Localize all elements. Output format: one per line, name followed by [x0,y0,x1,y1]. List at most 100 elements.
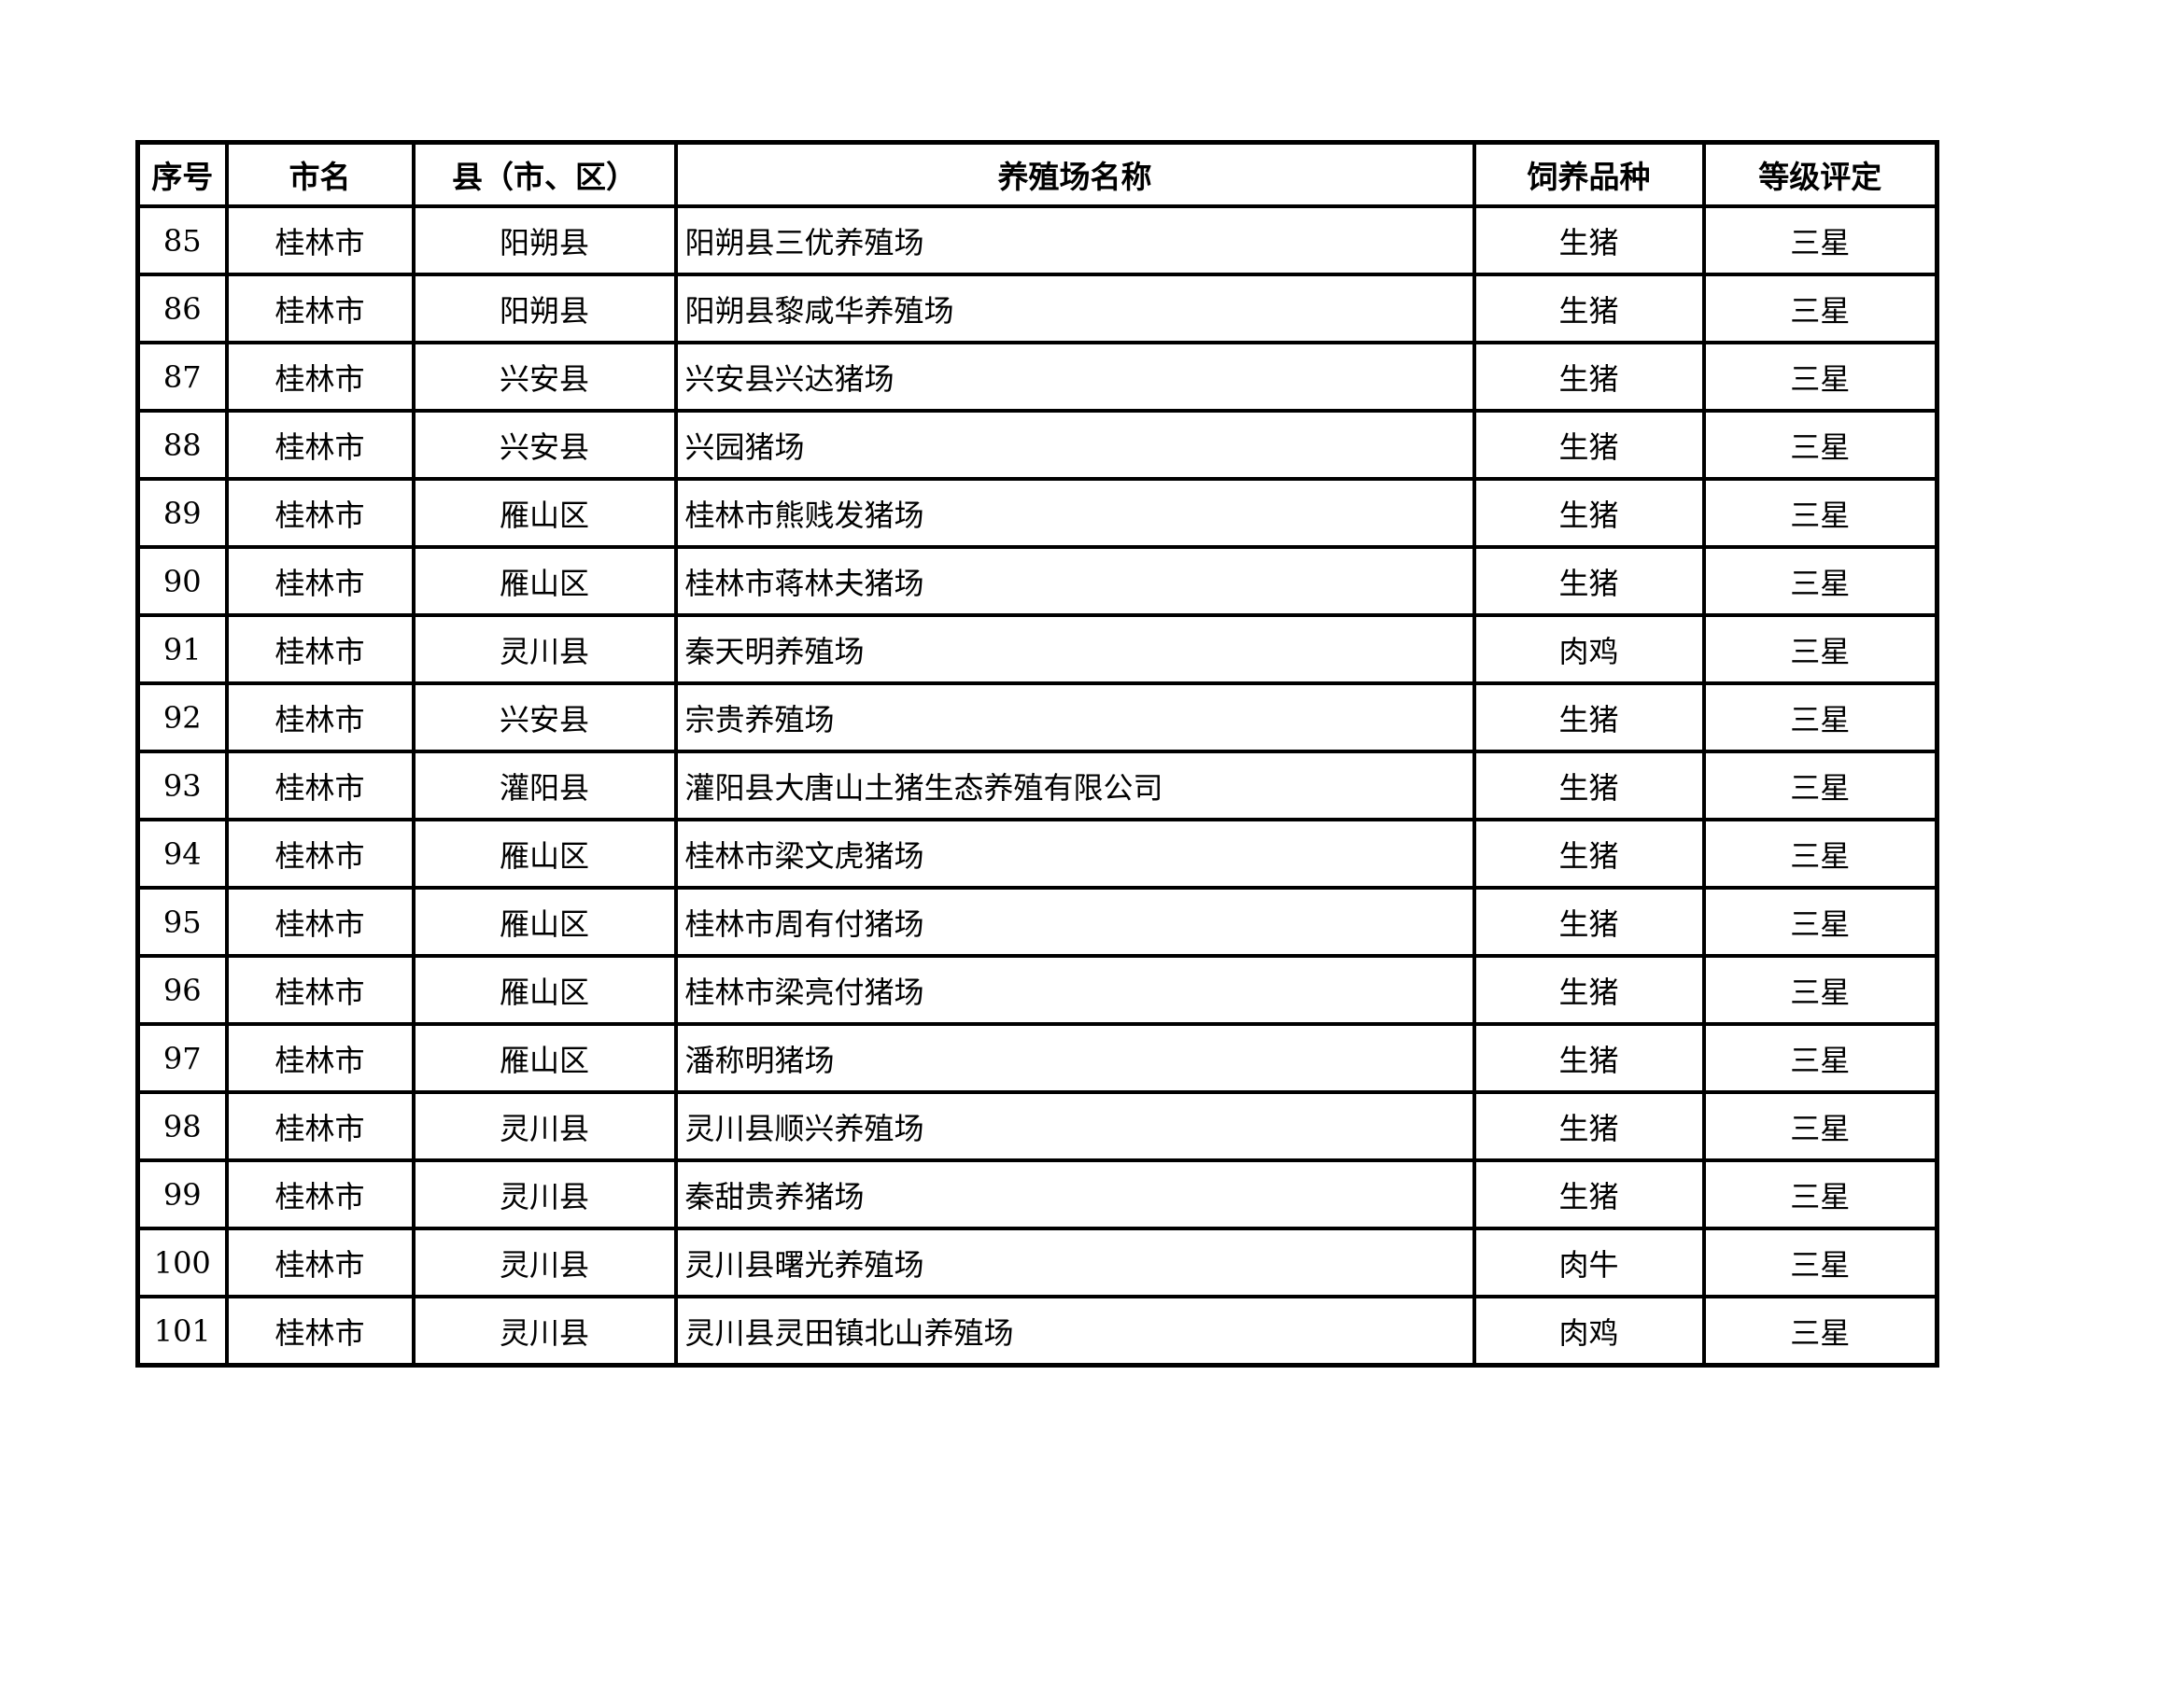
table-cell: 100 [135,1227,229,1298]
table-cell: 生猪 [1472,681,1706,753]
table-cell: 生猪 [1472,477,1706,549]
table-cell: 三星 [1701,1022,1939,1094]
table-cell: 兴安县 [411,681,678,753]
table-cell: 阳朔县 [411,273,678,344]
table-row: 87 桂林市 兴安县 兴安县兴达猪场 生猪 三星 [135,341,1939,413]
table-cell: 肉牛 [1472,1227,1706,1298]
table-cell: 99 [135,1158,229,1230]
table-cell: 三星 [1701,1295,1939,1368]
table-cell: 灵川县 [411,613,678,685]
table-cell: 桂林市 [224,1022,416,1094]
table-cell: 桂林市 [224,204,416,276]
table-cell: 93 [135,750,229,821]
table-row: 96 桂林市 雁山区 桂林市梁亮付猪场 生猪 三星 [135,954,1939,1026]
table-cell: 95 [135,886,229,958]
table-cell: 灵川县顺兴养殖场 [673,1090,1476,1162]
table-cell: 雁山区 [411,954,678,1026]
table-row: 98 桂林市 灵川县 灵川县顺兴养殖场 生猪 三星 [135,1090,1939,1162]
table-cell: 三星 [1701,341,1939,413]
table-cell: 桂林市 [224,545,416,617]
table-cell: 三星 [1701,886,1939,958]
table-cell: 三星 [1701,1227,1939,1298]
table-cell: 三星 [1701,681,1939,753]
table-cell: 肉鸡 [1472,1295,1706,1368]
table-cell: 91 [135,613,229,685]
table-cell: 肉鸡 [1472,613,1706,685]
table-cell: 生猪 [1472,750,1706,821]
table-cell: 桂林市 [224,341,416,413]
table-cell: 生猪 [1472,204,1706,276]
table-cell: 灵川县灵田镇北山养殖场 [673,1295,1476,1368]
table-cell: 生猪 [1472,1158,1706,1230]
table-cell: 宗贵养殖场 [673,681,1476,753]
table-row: 89 桂林市 雁山区 桂林市熊贱发猪场 生猪 三星 [135,477,1939,549]
table-cell: 灌阳县大唐山土猪生态养殖有限公司 [673,750,1476,821]
table-cell: 阳朔县黎咸华养殖场 [673,273,1476,344]
table-cell: 87 [135,341,229,413]
table-cell: 三星 [1701,545,1939,617]
column-header-county: 县（市、区） [411,140,678,208]
table-row: 88 桂林市 兴安县 兴园猪场 生猪 三星 [135,409,1939,481]
table-cell: 三星 [1701,954,1939,1026]
table-cell: 阳朔县三优养殖场 [673,204,1476,276]
table-cell: 灵川县 [411,1090,678,1162]
table-cell: 三星 [1701,1158,1939,1230]
table-cell: 生猪 [1472,341,1706,413]
table-cell: 阳朔县 [411,204,678,276]
table-cell: 桂林市梁文虎猪场 [673,818,1476,890]
table-cell: 生猪 [1472,1022,1706,1094]
column-header-serial: 序号 [135,140,229,208]
table-cell: 三星 [1701,409,1939,481]
table-cell: 桂林市 [224,1158,416,1230]
table-cell: 98 [135,1090,229,1162]
table-row: 99 桂林市 灵川县 秦甜贵养猪场 生猪 三星 [135,1158,1939,1230]
table-cell: 90 [135,545,229,617]
table-row: 93 桂林市 灌阳县 灌阳县大唐山土猪生态养殖有限公司 生猪 三星 [135,750,1939,821]
table-cell: 秦天明养殖场 [673,613,1476,685]
table-cell: 兴安县 [411,341,678,413]
table-cell: 三星 [1701,1090,1939,1162]
table-cell: 秦甜贵养猪场 [673,1158,1476,1230]
table-cell: 灌阳县 [411,750,678,821]
table-cell: 雁山区 [411,477,678,549]
table-cell: 桂林市 [224,681,416,753]
table-cell: 89 [135,477,229,549]
table-cell: 桂林市 [224,750,416,821]
table-row: 97 桂林市 雁山区 潘称明猪场 生猪 三星 [135,1022,1939,1094]
table-row: 90 桂林市 雁山区 桂林市蒋林夫猪场 生猪 三星 [135,545,1939,617]
table-cell: 灵川县 [411,1158,678,1230]
table-cell: 桂林市梁亮付猪场 [673,954,1476,1026]
table-cell: 生猪 [1472,818,1706,890]
table-row: 92 桂林市 兴安县 宗贵养殖场 生猪 三星 [135,681,1939,753]
table-cell: 86 [135,273,229,344]
table-cell: 生猪 [1472,954,1706,1026]
table-cell: 94 [135,818,229,890]
table-cell: 桂林市 [224,477,416,549]
table-row: 91 桂林市 灵川县 秦天明养殖场 肉鸡 三星 [135,613,1939,685]
table-cell: 生猪 [1472,545,1706,617]
table-cell: 96 [135,954,229,1026]
table-cell: 桂林市周有付猪场 [673,886,1476,958]
table-cell: 桂林市 [224,409,416,481]
table-cell: 桂林市蒋林夫猪场 [673,545,1476,617]
table-cell: 101 [135,1295,229,1368]
table-cell: 生猪 [1472,886,1706,958]
table-cell: 雁山区 [411,818,678,890]
column-header-farm: 养殖场名称 [673,140,1476,208]
table-cell: 雁山区 [411,1022,678,1094]
table-row: 95 桂林市 雁山区 桂林市周有付猪场 生猪 三星 [135,886,1939,958]
table-cell: 生猪 [1472,1090,1706,1162]
table-cell: 三星 [1701,477,1939,549]
table-cell: 桂林市 [224,1227,416,1298]
header-row: 序号 市名 县（市、区） 养殖场名称 饲养品种 等级评定 [135,140,1939,208]
table-cell: 生猪 [1472,409,1706,481]
table-cell: 桂林市 [224,886,416,958]
table-cell: 雁山区 [411,886,678,958]
table-cell: 兴安县 [411,409,678,481]
table-cell: 桂林市 [224,818,416,890]
table-cell: 三星 [1701,750,1939,821]
table-cell: 三星 [1701,818,1939,890]
table-cell: 桂林市 [224,613,416,685]
table-cell: 灵川县 [411,1227,678,1298]
table-cell: 桂林市熊贱发猪场 [673,477,1476,549]
